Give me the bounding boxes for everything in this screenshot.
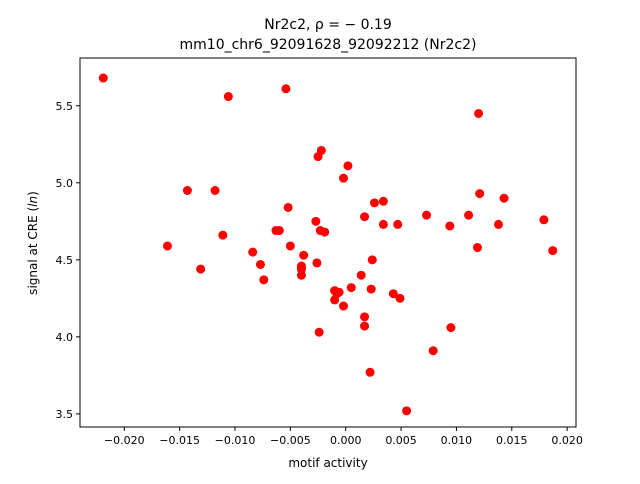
data-point	[255, 259, 265, 269]
data-point	[248, 247, 258, 257]
x-tick-label: 0.000	[330, 434, 362, 447]
data-point	[339, 173, 348, 183]
data-point	[296, 264, 306, 274]
data-point	[314, 327, 324, 337]
plot-frame	[79, 57, 577, 428]
data-point	[210, 186, 220, 195]
y-tick-label: 4.5	[56, 254, 74, 267]
data-point	[299, 250, 309, 260]
data-point	[356, 270, 366, 280]
data-point	[162, 241, 172, 251]
data-point	[365, 367, 375, 377]
data-point	[281, 84, 291, 94]
data-point	[428, 346, 438, 356]
data-point	[330, 295, 340, 305]
x-axis-label: motif activity	[288, 456, 367, 470]
data-point	[395, 293, 405, 303]
data-point	[98, 73, 108, 83]
data-point	[370, 198, 379, 208]
data-point	[296, 270, 306, 280]
data-point	[422, 210, 432, 220]
x-tick-label: 0.020	[551, 434, 583, 447]
data-point	[378, 219, 388, 229]
data-point	[360, 312, 370, 322]
x-tick-label: 0.005	[385, 434, 417, 447]
chart-title-line2: mm10_chr6_92091628_92092212 (Nr2c2)	[180, 37, 477, 53]
data-point	[472, 243, 482, 253]
plot-area	[80, 58, 576, 427]
data-point	[271, 226, 281, 236]
data-point	[539, 215, 549, 225]
data-point	[346, 283, 356, 293]
data-point	[548, 246, 558, 256]
y-axis-label: signal at CRE (ln)	[26, 191, 40, 295]
data-point	[494, 219, 503, 229]
x-tick-label: −0.010	[215, 434, 256, 447]
y-tick-label: 5.0	[56, 177, 74, 190]
y-axis-label-end: )	[26, 191, 40, 196]
data-point	[402, 406, 412, 416]
y-tick-label: 3.5	[56, 408, 74, 421]
data-point	[360, 321, 370, 331]
data-point	[223, 92, 233, 102]
points-layer	[98, 73, 558, 416]
x-tick-label: 0.010	[441, 434, 473, 447]
data-point	[218, 230, 228, 240]
data-point	[378, 196, 388, 206]
x-tick-label: −0.005	[270, 434, 311, 447]
data-point	[182, 186, 192, 195]
data-point	[474, 108, 484, 118]
x-tick-label: −0.020	[104, 434, 145, 447]
data-point	[367, 255, 377, 265]
data-point	[285, 241, 295, 251]
data-point	[311, 216, 321, 226]
data-point	[445, 221, 455, 231]
y-tick-label: 4.0	[56, 331, 74, 344]
data-point	[446, 323, 456, 333]
data-point	[393, 219, 403, 229]
data-point	[360, 212, 370, 222]
y-axis-label-italic: ln	[26, 196, 40, 207]
data-point	[259, 275, 269, 285]
y-axis-ticks: 3.5 4.0 4.5 5.0 5.5	[56, 100, 80, 421]
chart-title-line1: Nr2c2, ρ = − 0.19	[264, 17, 392, 33]
data-point	[366, 284, 376, 294]
data-point	[339, 301, 348, 311]
data-point	[313, 152, 323, 162]
y-tick-label: 5.5	[56, 100, 74, 113]
data-point	[475, 189, 485, 199]
data-point	[320, 227, 330, 237]
x-tick-label: −0.015	[159, 434, 200, 447]
data-point	[388, 289, 398, 299]
data-point	[499, 193, 509, 203]
data-point	[312, 258, 322, 268]
y-axis-label-main: signal at CRE (	[26, 207, 40, 295]
x-axis-ticks: −0.020 −0.015 −0.010 −0.005 0.000 0.005 0.010 0…	[104, 427, 583, 447]
data-point	[343, 161, 353, 171]
x-tick-label: 0.015	[496, 434, 528, 447]
data-point	[464, 210, 474, 220]
data-point	[283, 202, 293, 212]
data-point	[196, 264, 206, 274]
